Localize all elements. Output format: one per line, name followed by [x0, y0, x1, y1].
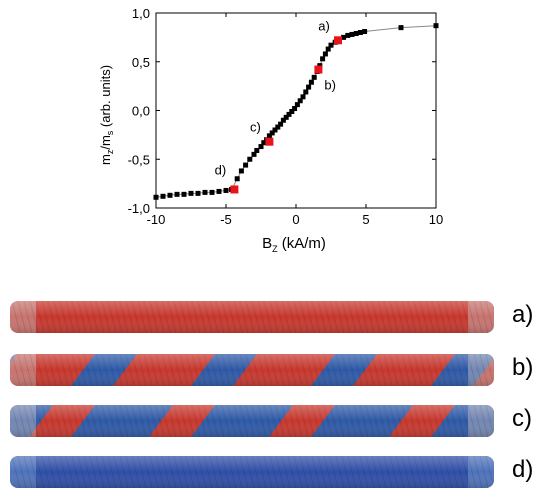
data-point	[266, 133, 272, 139]
data-point	[188, 190, 194, 196]
x-tick-label: -10	[147, 212, 166, 227]
data-point	[269, 130, 275, 136]
data-point	[216, 188, 222, 194]
data-point	[251, 151, 257, 157]
data-point	[160, 193, 166, 199]
data-point	[254, 147, 260, 153]
data-point	[261, 140, 267, 146]
data-point	[292, 106, 298, 112]
y-axis-label: mz/ms (arb. units)	[98, 65, 115, 165]
y-tick-label: 0,0	[132, 104, 150, 119]
data-point	[202, 189, 208, 195]
data-point	[311, 74, 317, 80]
highlight-label: d)	[215, 162, 227, 177]
nanotube-panel	[8, 452, 496, 492]
data-point	[223, 187, 229, 193]
data-point	[195, 190, 201, 196]
highlight-label: c)	[250, 120, 261, 135]
nanotube-panel	[8, 350, 496, 390]
data-point	[283, 114, 289, 120]
data-point	[306, 84, 312, 90]
highlight-point	[314, 65, 323, 74]
panel-label: b)	[512, 354, 534, 381]
nanotube-image	[10, 354, 494, 386]
data-point	[247, 156, 253, 162]
data-point	[362, 29, 368, 35]
data-point	[174, 191, 180, 197]
data-point	[275, 124, 281, 130]
data-point	[153, 194, 159, 200]
data-point	[272, 127, 278, 133]
panel-label: a)	[512, 301, 534, 328]
nanotube-image	[10, 405, 494, 437]
highlight-point	[230, 185, 239, 194]
data-point	[349, 31, 355, 37]
nanotube-image	[10, 301, 494, 333]
data-point	[353, 30, 359, 36]
data-point	[345, 32, 351, 38]
highlighted-points: a) b) c) d)	[215, 18, 342, 194]
axis-ticks: -10 -5 0 5 10 -1,0 -0,5 0,0 0,5 1,0	[128, 6, 444, 227]
nanotube-panel	[8, 297, 496, 337]
data-point	[328, 42, 334, 48]
data-point	[325, 46, 331, 52]
data-point	[289, 108, 295, 114]
data-point	[238, 168, 244, 174]
x-tick-label: 10	[429, 212, 443, 227]
data-point	[280, 117, 286, 123]
highlight-point	[265, 137, 274, 146]
data-point	[294, 102, 300, 108]
data-point	[320, 56, 326, 62]
data-point	[357, 30, 363, 35]
data-point	[303, 89, 309, 95]
data-point	[286, 111, 292, 117]
y-tick-label: -0,5	[128, 152, 150, 167]
x-tick-label: 5	[362, 212, 369, 227]
data-point	[341, 34, 347, 40]
x-tick-label: -5	[220, 212, 232, 227]
highlight-label: a)	[318, 18, 330, 33]
x-tick-label: 0	[292, 212, 299, 227]
data-point	[297, 98, 303, 104]
data-point	[398, 25, 404, 31]
nanotube-panel	[8, 401, 496, 441]
data-point	[322, 51, 328, 57]
nanotube-image	[10, 456, 494, 488]
y-tick-label: -1,0	[128, 201, 150, 216]
y-tick-label: 0,5	[132, 55, 150, 70]
y-tick-label: 1,0	[132, 6, 150, 21]
data-point	[243, 162, 249, 168]
magnetization-chart: -10 -5 0 5 10 -1,0 -0,5 0,0 0,5 1,0 a) b) c) d) BZ (…	[98, 6, 444, 254]
data-point	[308, 79, 314, 85]
highlight-label: b)	[324, 78, 336, 93]
data-points	[153, 23, 439, 200]
highlight-point	[334, 36, 342, 45]
panel-label: c)	[512, 405, 532, 432]
data-point	[433, 23, 439, 29]
data-point	[258, 144, 264, 150]
x-axis-label: BZ (kA/m)	[262, 235, 326, 254]
curve-line	[155, 25, 437, 198]
data-point	[278, 121, 284, 127]
data-point	[209, 189, 215, 195]
data-point	[167, 192, 173, 198]
data-point	[300, 94, 306, 100]
data-point	[234, 176, 240, 182]
panel-label: d)	[512, 456, 534, 483]
data-point	[181, 191, 187, 197]
